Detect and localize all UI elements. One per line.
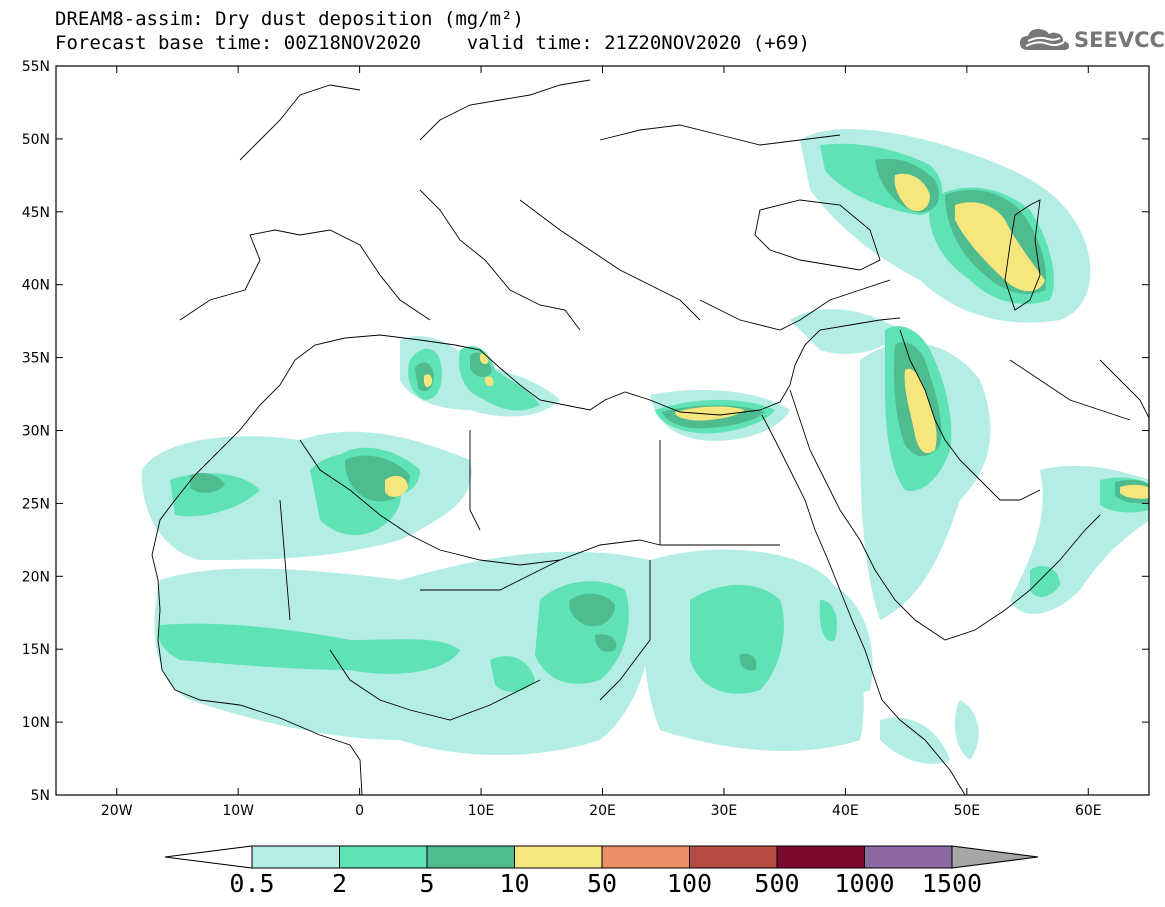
lat-tick-label: 30N xyxy=(22,424,50,440)
colorbar: 0.5 2 5 10 50 100 500 1000 1500 xyxy=(164,845,1039,898)
colorbar-label: 0.5 xyxy=(229,869,274,898)
colorbar-swatch xyxy=(864,845,953,869)
map-subtitle: Forecast base time: 00Z18NOV2020 valid t… xyxy=(55,32,810,54)
lat-tick-label: 25N xyxy=(22,496,50,512)
lon-tick-label: 20E xyxy=(589,803,616,819)
lat-tick-label: 35N xyxy=(22,351,50,367)
colorbar-swatch xyxy=(601,845,690,869)
colorbar-label: 2 xyxy=(332,869,347,898)
logo-text: SEEVCCC xyxy=(1074,28,1165,52)
lat-tick-label: 10N xyxy=(22,715,50,731)
seevccc-logo: SEEVCCC xyxy=(1018,25,1165,55)
lon-tick-label: 20W xyxy=(101,803,133,819)
lat-tick-label: 50N xyxy=(22,132,50,148)
lat-tick-label: 45N xyxy=(22,205,50,221)
colorbar-over-triangle xyxy=(951,845,1039,869)
colorbar-label: 1500 xyxy=(922,869,982,898)
longitude-axis: 20W 10W 0 10E 20E 30E 40E 50E 60E xyxy=(101,66,1102,819)
lon-tick-label: 10E xyxy=(468,803,495,819)
colorbar-label: 1000 xyxy=(834,869,894,898)
colorbar-label: 100 xyxy=(667,869,712,898)
colorbar-swatch xyxy=(251,845,340,869)
colorbar-swatch xyxy=(514,845,603,869)
lon-tick-label: 60E xyxy=(1075,803,1102,819)
lat-tick-label: 15N xyxy=(22,642,50,658)
lat-tick-label: 40N xyxy=(22,278,50,294)
lon-tick-label: 0 xyxy=(355,803,364,819)
colorbar-label: 10 xyxy=(499,869,529,898)
lon-tick-label: 40E xyxy=(832,803,859,819)
colorbar-under-triangle xyxy=(164,845,253,869)
colorbar-swatch xyxy=(776,845,865,869)
map-title: DREAM8-assim: Dry dust deposition (mg/m²… xyxy=(55,8,524,30)
lat-tick-label: 20N xyxy=(22,569,50,585)
lon-tick-label: 50E xyxy=(953,803,980,819)
colorbar-swatch xyxy=(339,845,428,869)
lat-tick-label: 55N xyxy=(22,59,50,75)
colorbar-label: 5 xyxy=(419,869,434,898)
colorbar-swatch xyxy=(689,845,778,869)
colorbar-swatch xyxy=(426,845,515,869)
coastlines xyxy=(151,79,1149,795)
colorbar-label: 500 xyxy=(754,869,799,898)
cloud-icon xyxy=(1020,29,1069,50)
lon-tick-label: 30E xyxy=(711,803,738,819)
lat-tick-label: 5N xyxy=(31,788,50,804)
latitude-axis: 55N 50N 45N 40N 35N 30N 25N 20N 15N 10N 5N xyxy=(22,59,1149,804)
dust-field xyxy=(141,129,1149,764)
lon-tick-label: 10W xyxy=(222,803,254,819)
colorbar-label: 50 xyxy=(587,869,617,898)
